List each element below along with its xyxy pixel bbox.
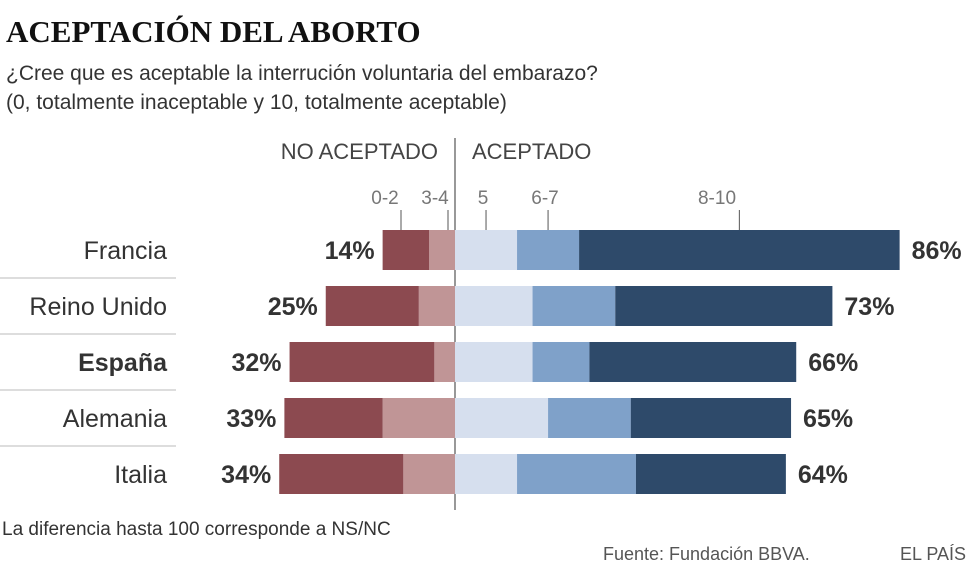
source: Fuente: Fundación BBVA. — [603, 544, 810, 564]
bar-segment-8-10 — [615, 286, 833, 326]
bar-segment-3-4 — [434, 342, 455, 382]
bar-segment-8-10 — [589, 342, 797, 382]
bar-segment-0-2 — [284, 398, 383, 438]
bar-row: Italia 34% 64% — [114, 454, 848, 494]
category-callout: 5 — [478, 188, 490, 236]
country-label: España — [78, 349, 168, 377]
left-header: NO ACEPTADO — [281, 139, 438, 164]
left-total-label: 34% — [221, 461, 271, 489]
credit: EL PAÍS — [900, 544, 966, 564]
bar-segment-6-7 — [532, 342, 590, 382]
right-total-label: 66% — [808, 349, 858, 377]
bar-segment-6-7 — [548, 398, 631, 438]
category-label: 5 — [478, 188, 489, 209]
bar-segment-0-2 — [289, 342, 435, 382]
category-label: 8-10 — [698, 188, 736, 209]
bar-segment-5 — [455, 454, 518, 494]
bar-row: España 32% 66% — [0, 342, 858, 391]
right-total-label: 86% — [912, 237, 962, 265]
category-label: 0-2 — [371, 188, 398, 209]
bar-segment-5 — [455, 286, 533, 326]
bar-segment-6-7 — [517, 454, 636, 494]
bar-segment-8-10 — [630, 398, 792, 438]
right-header: ACEPTADO — [472, 139, 591, 164]
bar-segment-3-4 — [429, 230, 455, 270]
bar-segment-0-2 — [325, 286, 419, 326]
bar-segment-3-4 — [403, 454, 455, 494]
chart-subtitle-2: (0, totalmente inaceptable y 10, totalme… — [6, 91, 507, 114]
bar-segment-0-2 — [279, 454, 404, 494]
category-callout: 8-10 — [698, 188, 743, 236]
footnote: La diferencia hasta 100 corresponde a NS… — [2, 519, 391, 540]
bar-segment-0-2 — [382, 230, 430, 270]
category-callout: 6-7 — [531, 188, 559, 236]
bar-segment-8-10 — [635, 454, 786, 494]
bar-row: Reino Unido 25% 73% — [0, 286, 894, 335]
left-total-label: 32% — [232, 349, 282, 377]
category-callout: 0-2 — [371, 188, 404, 236]
bar-segment-3-4 — [382, 398, 455, 438]
left-total-label: 14% — [325, 237, 375, 265]
right-total-label: 65% — [803, 405, 853, 433]
category-label: 6-7 — [531, 188, 558, 209]
left-total-label: 33% — [226, 405, 276, 433]
bar-segment-5 — [455, 230, 518, 270]
country-label: Francia — [84, 237, 167, 265]
category-callout: 3-4 — [421, 188, 451, 236]
right-total-label: 73% — [844, 293, 894, 321]
bar-segment-5 — [455, 398, 549, 438]
bar-segment-3-4 — [418, 286, 455, 326]
country-label: Italia — [114, 461, 167, 489]
bar-segment-8-10 — [579, 230, 900, 270]
category-label: 3-4 — [421, 188, 449, 209]
right-total-label: 64% — [798, 461, 848, 489]
bar-segment-6-7 — [517, 230, 580, 270]
country-label: Alemania — [63, 405, 167, 433]
left-total-label: 25% — [268, 293, 318, 321]
chart-subtitle-1: ¿Cree que es aceptable la interrución vo… — [6, 62, 598, 85]
bar-row: Francia 14% 86% — [0, 230, 962, 279]
bar-row: Alemania 33% 65% — [0, 398, 853, 447]
country-label: Reino Unido — [29, 293, 167, 321]
bar-segment-6-7 — [532, 286, 616, 326]
chart-title: ACEPTACIÓN DEL ABORTO — [6, 14, 421, 49]
bar-segment-5 — [455, 342, 533, 382]
